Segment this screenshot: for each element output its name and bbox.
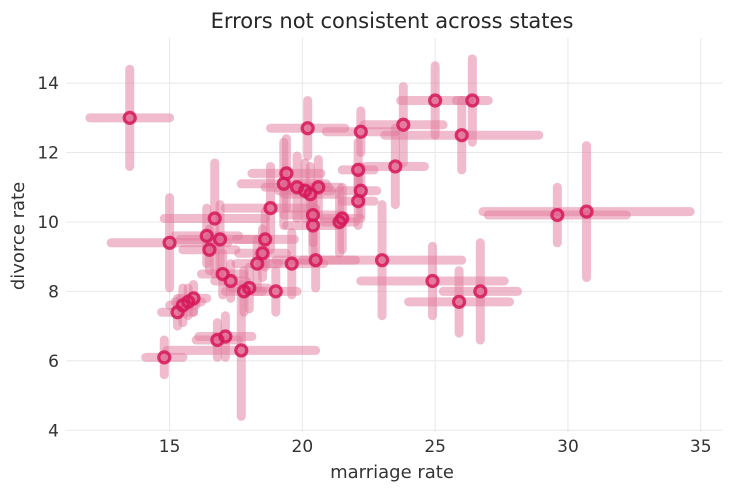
data-point [550,207,565,223]
data-point [473,284,488,299]
x-axis-label: marriage rate [330,462,454,483]
data-point [223,273,238,289]
x-tick-label: 35 [690,437,712,457]
data-point [242,280,257,296]
data-point [255,246,270,261]
data-point [579,204,594,219]
data-point [279,166,294,181]
data-point [311,180,326,195]
data-point [305,218,321,233]
y-tick-labels: 4 6 8 10 12 14 [37,74,59,441]
data-point [396,117,411,132]
data-point [353,183,368,198]
error-bars [85,54,695,421]
y-tick-label: 14 [37,74,59,94]
y-tick-label: 12 [37,144,59,164]
x-tick-label: 15 [159,437,181,457]
data-point [212,232,228,247]
data-point [258,232,273,247]
data-point [454,128,469,143]
data-point [199,228,214,243]
y-tick-label: 4 [48,421,59,441]
data-point [353,124,368,139]
chart-title: Errors not consistent across states [211,9,574,33]
y-tick-label: 8 [48,282,59,302]
data-point [374,253,390,268]
data-point [335,211,350,226]
data-point [207,211,222,226]
data-point [300,121,315,136]
data-point [263,200,278,216]
data-point [388,159,403,174]
data-point [250,256,265,271]
data-point [122,110,137,125]
data-points [122,93,594,365]
data-point [428,93,443,108]
data-point [268,284,283,299]
y-axis-label: divorce rate [8,182,29,290]
data-point [162,235,177,250]
data-point [284,256,299,271]
x-tick-label: 30 [557,437,579,457]
data-point [234,343,249,358]
data-point [351,162,366,178]
y-tick-label: 10 [37,213,59,233]
x-tick-label: 25 [424,437,446,457]
data-point [465,93,480,108]
data-point [186,291,201,306]
x-tick-labels: 15 20 25 30 35 [159,437,712,457]
x-tick-label: 20 [292,437,314,457]
data-point [425,273,440,289]
y-tick-label: 6 [48,352,59,372]
data-point [451,294,467,309]
data-point [308,253,323,268]
data-point [202,242,217,257]
data-point [157,350,172,365]
data-point [218,329,233,344]
